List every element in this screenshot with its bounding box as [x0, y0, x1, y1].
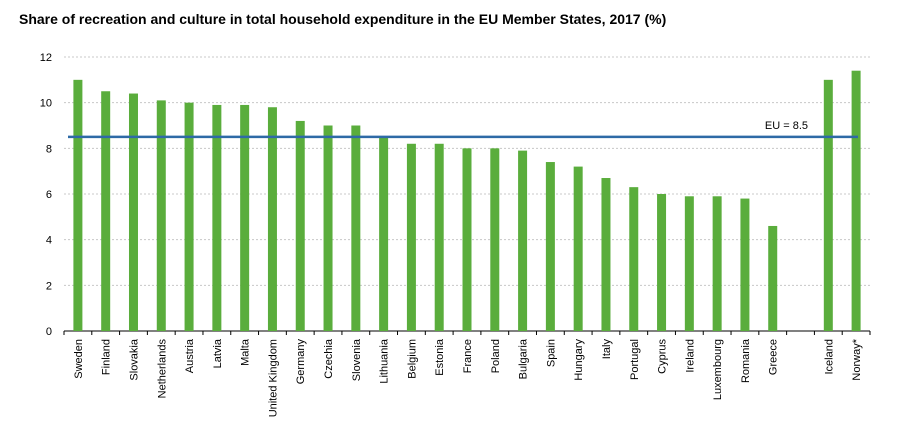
- x-tick-label: Greece: [768, 339, 780, 375]
- bar-germany: [295, 120, 305, 331]
- y-tick-label: 4: [46, 235, 52, 247]
- x-tick-label: Iceland: [823, 339, 835, 374]
- x-tick-label: Slovakia: [128, 338, 140, 380]
- y-tick-label: 12: [40, 52, 52, 64]
- bar-slovakia: [128, 93, 138, 332]
- bar-romania: [740, 198, 750, 331]
- y-tick-label: 8: [46, 143, 52, 155]
- x-tick-label: Belgium: [406, 339, 418, 379]
- bar-slovenia: [351, 125, 361, 331]
- bar-iceland: [823, 79, 833, 331]
- bar-czechia: [323, 125, 333, 331]
- bar-ireland: [684, 196, 694, 331]
- y-tick-label: 0: [46, 326, 52, 338]
- bar-latvia: [212, 104, 222, 331]
- x-tick-label: Bulgaria: [518, 338, 530, 379]
- bar-lithuania: [379, 136, 389, 331]
- bar-cyprus: [657, 194, 667, 331]
- bar-estonia: [434, 143, 444, 331]
- bar-poland: [490, 148, 500, 331]
- bar-united-kingdom: [267, 107, 277, 331]
- bar-hungary: [573, 166, 583, 331]
- bar-luxembourg: [712, 196, 722, 331]
- x-tick-label: Cyprus: [657, 339, 669, 374]
- x-tick-label: Austria: [184, 338, 196, 373]
- x-tick-label: Malta: [240, 338, 252, 366]
- bar-norway-: [851, 70, 861, 331]
- bar-italy: [601, 178, 611, 331]
- x-tick-label: Poland: [490, 339, 502, 373]
- y-tick-label: 2: [46, 280, 52, 292]
- x-tick-label: Slovenia: [351, 338, 363, 381]
- x-tick-label: Latvia: [212, 338, 224, 368]
- chart-title: Share of recreation and culture in total…: [19, 11, 667, 27]
- x-tick-label: Portugal: [629, 339, 641, 380]
- x-tick-label: Norway*: [851, 338, 863, 380]
- bar-portugal: [629, 187, 639, 331]
- bar-france: [462, 148, 472, 331]
- x-tick-label: Sweden: [73, 339, 85, 379]
- x-tick-label: Czechia: [323, 338, 335, 379]
- x-tick-label: Hungary: [573, 339, 585, 381]
- bar-austria: [184, 102, 194, 332]
- x-tick-label: Germany: [295, 339, 307, 385]
- x-tick-label: France: [462, 339, 474, 373]
- x-tick-label: Romania: [740, 338, 752, 383]
- x-tick-label: Luxembourg: [712, 339, 724, 400]
- bar-netherlands: [156, 100, 166, 331]
- x-tick-label: Spain: [545, 339, 557, 367]
- bar-belgium: [406, 143, 416, 331]
- x-tick-label: Netherlands: [156, 339, 168, 399]
- y-tick-label: 6: [46, 189, 52, 201]
- bar-spain: [545, 162, 555, 331]
- x-tick-label: Finland: [101, 339, 113, 375]
- y-tick-label: 10: [40, 98, 52, 110]
- x-tick-label: Ireland: [684, 339, 696, 373]
- bar-bulgaria: [518, 150, 528, 331]
- bar-sweden: [73, 79, 83, 331]
- x-tick-label: Italy: [601, 339, 613, 360]
- bar-finland: [101, 91, 111, 331]
- eu-average-label: EU = 8.5: [765, 120, 808, 132]
- x-tick-label: United Kingdom: [267, 339, 279, 417]
- x-tick-label: Lithuania: [379, 338, 391, 384]
- bar-malta: [240, 104, 250, 331]
- bar-greece: [768, 225, 778, 331]
- x-tick-label: Estonia: [434, 338, 446, 376]
